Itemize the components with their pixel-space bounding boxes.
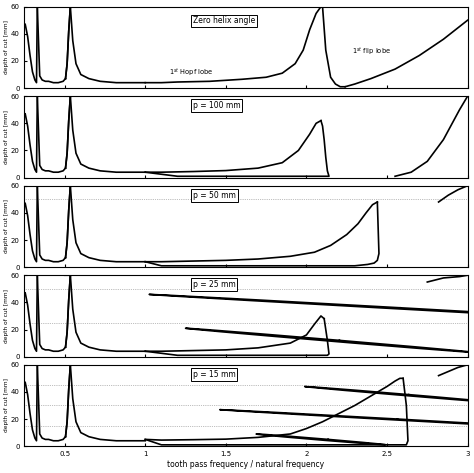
Text: $1^{st}$ Hopf lobe: $1^{st}$ Hopf lobe [169, 66, 214, 78]
Y-axis label: depth of cut [mm]: depth of cut [mm] [4, 378, 9, 432]
X-axis label: tooth pass frequency / natural frequency: tooth pass frequency / natural frequency [167, 460, 325, 469]
Y-axis label: depth of cut [mm]: depth of cut [mm] [4, 110, 9, 164]
Text: p = 25 mm: p = 25 mm [193, 280, 236, 289]
Text: $1^{st}$ flip lobe: $1^{st}$ flip lobe [352, 45, 391, 57]
Text: p = 15 mm: p = 15 mm [193, 369, 236, 379]
Y-axis label: depth of cut [mm]: depth of cut [mm] [4, 289, 9, 343]
Y-axis label: depth of cut [mm]: depth of cut [mm] [4, 20, 9, 74]
Text: p = 50 mm: p = 50 mm [193, 191, 236, 200]
Text: Zero helix angle: Zero helix angle [193, 17, 255, 26]
Text: p = 100 mm: p = 100 mm [193, 101, 240, 110]
Y-axis label: depth of cut [mm]: depth of cut [mm] [4, 200, 9, 254]
